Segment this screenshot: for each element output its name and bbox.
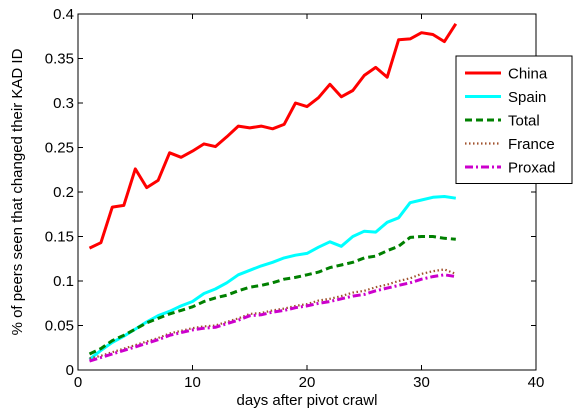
axes-frame: [77, 13, 537, 371]
series-line-proxad: [89, 273, 457, 363]
series-line-china: [88, 22, 458, 250]
legend-label-proxad: Proxad: [508, 160, 556, 177]
x-axis-label: days after pivot crawl: [237, 392, 378, 409]
y-tick-label: 0.1: [53, 273, 74, 290]
y-axis-label: % of peers seen that changed their KAD I…: [9, 48, 26, 335]
x-tick-label: 0: [74, 374, 82, 391]
x-tick-label: 30: [413, 374, 430, 391]
y-tick-label: 0.3: [53, 95, 74, 112]
legend-label-spain: Spain: [508, 89, 546, 106]
y-tick-label: 0.2: [53, 184, 74, 201]
y-tick-label: 0.35: [45, 51, 74, 68]
x-tick-label: 20: [299, 374, 316, 391]
y-tick-label: 0.4: [53, 6, 74, 23]
y-tick-label: 0.15: [45, 229, 74, 246]
axis-ticks: 0 10 20 30 40 0 0.05 0.1 0.15 0.2 0.25 0.3 0.35 0.4: [45, 6, 545, 391]
x-tick-label: 40: [528, 374, 545, 391]
y-tick-label: 0.25: [45, 140, 74, 157]
legend-label-china: China: [508, 66, 548, 83]
series-line-total: [88, 235, 456, 356]
legend: China Spain Total France Proxad: [455, 55, 573, 184]
legend-label-total: Total: [508, 113, 540, 130]
y-tick-label: 0: [66, 362, 74, 379]
x-tick-label: 10: [184, 374, 201, 391]
legend-label-france: France: [508, 136, 555, 153]
series-line-france: [89, 268, 457, 360]
y-tick-label: 0.05: [45, 318, 74, 335]
series-lines: [88, 22, 458, 363]
legend-box: [455, 55, 573, 184]
series-line-spain: [88, 195, 457, 361]
